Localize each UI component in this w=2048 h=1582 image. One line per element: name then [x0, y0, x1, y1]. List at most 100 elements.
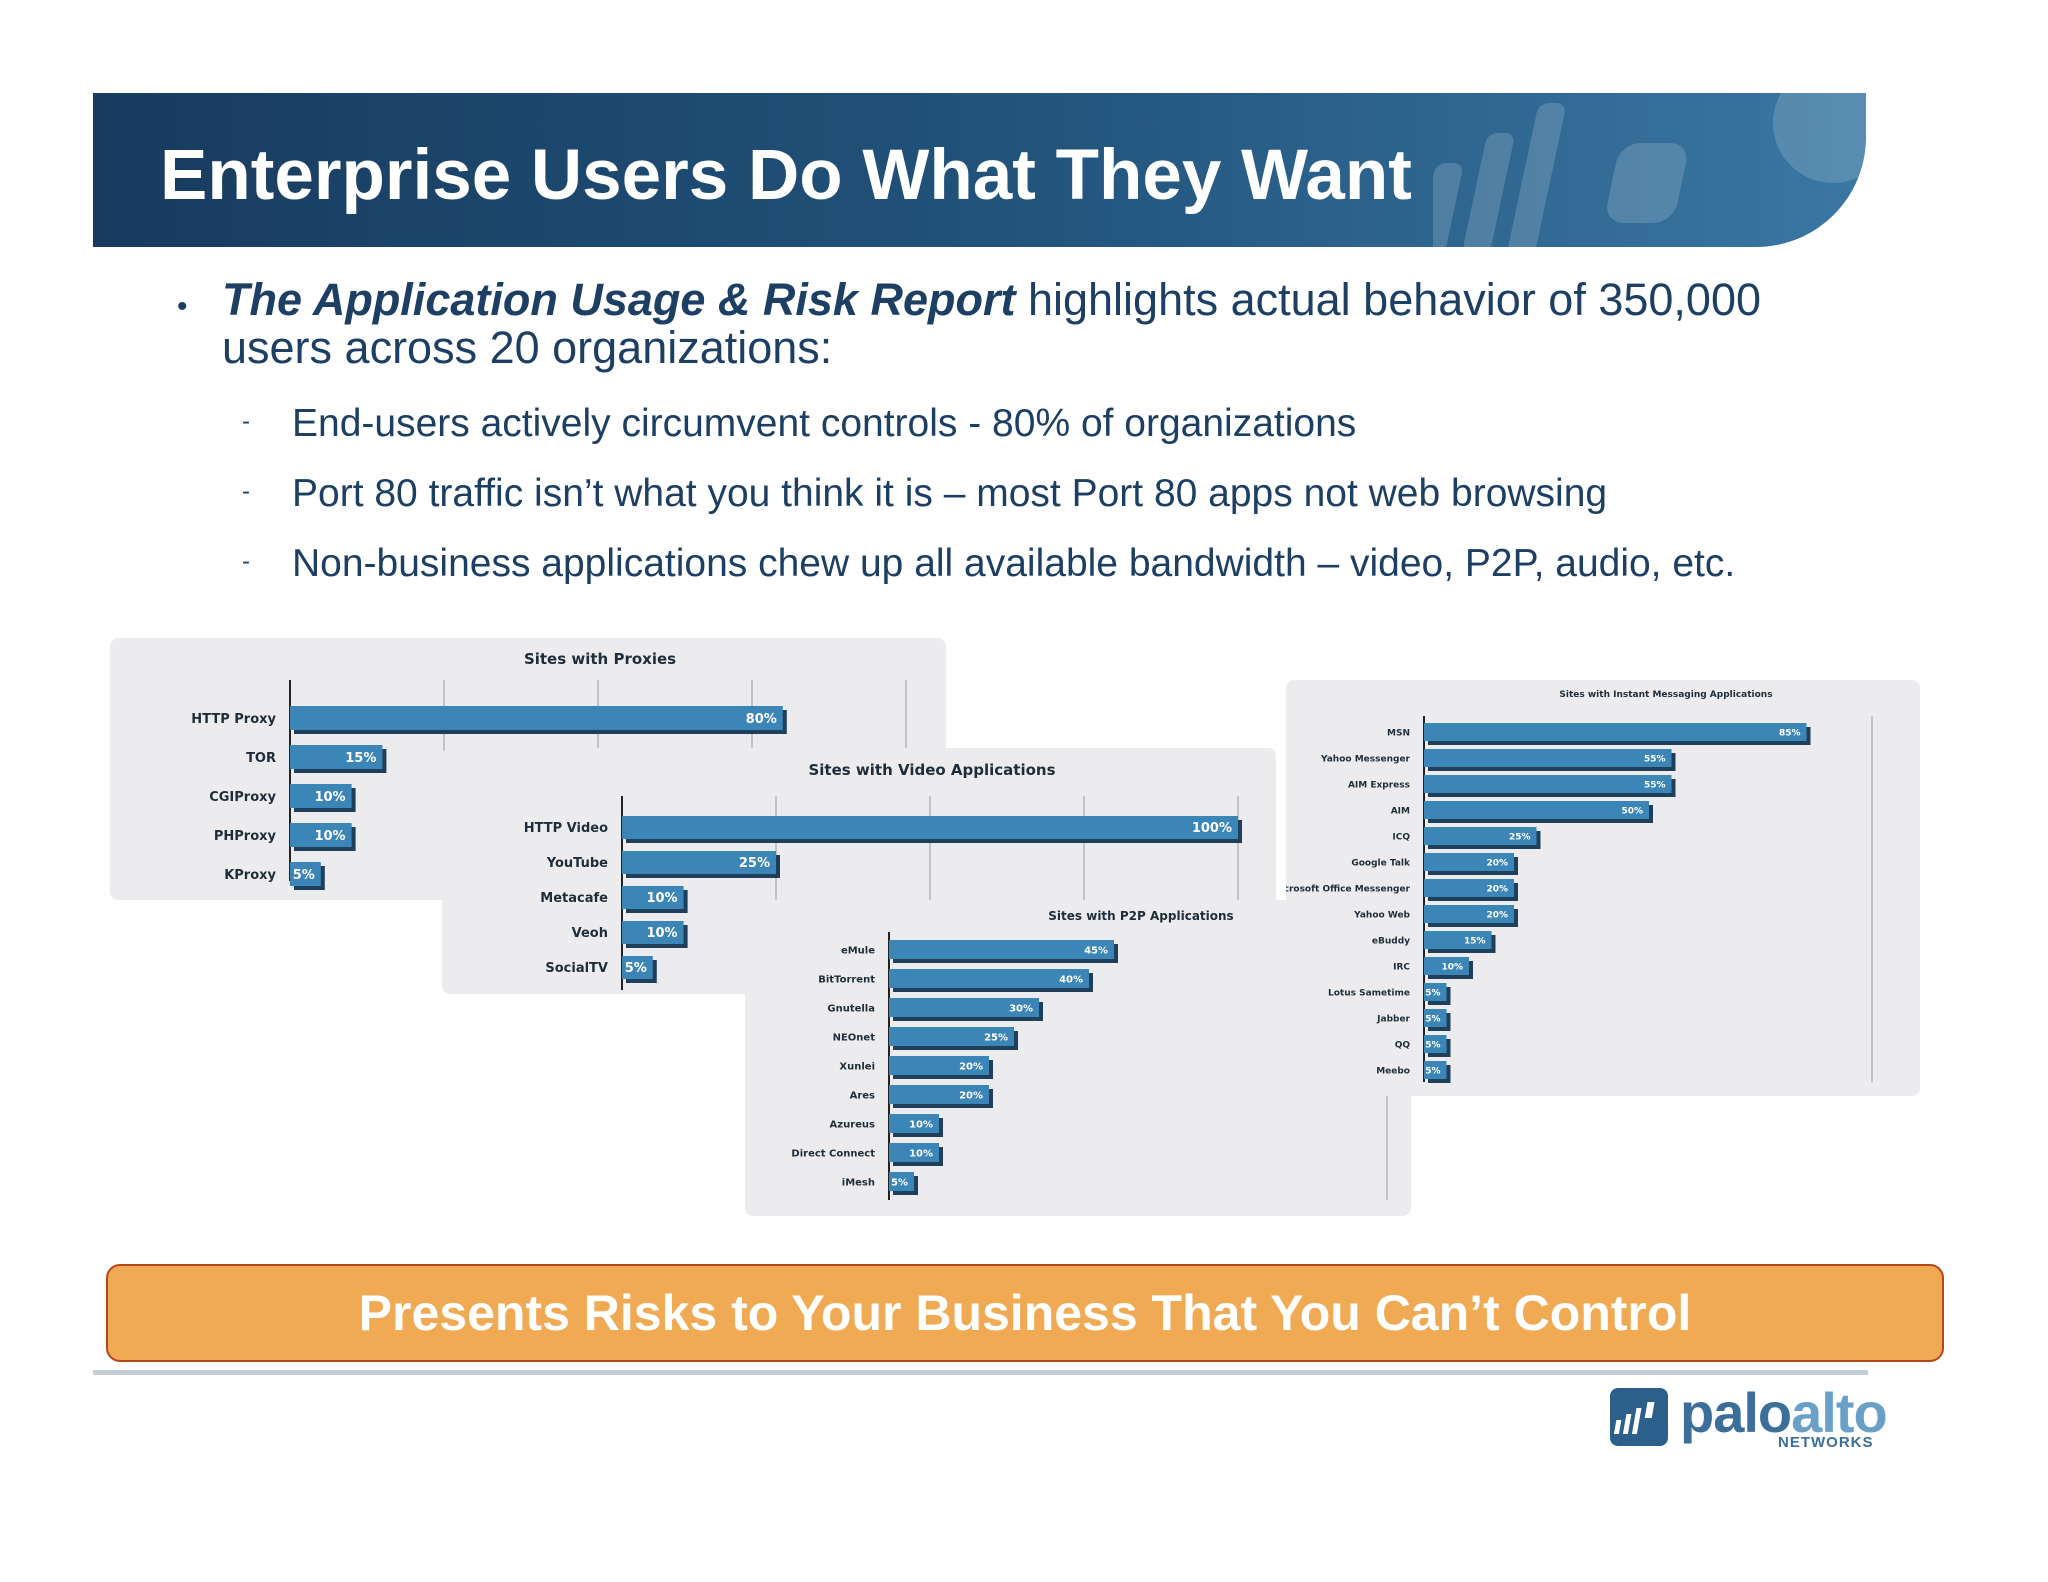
bar-value-label: 25% — [984, 1032, 1008, 1043]
chart-im-svg: Sites with Instant Messaging Application… — [1286, 690, 1873, 1083]
logo-word-palo: palo — [1680, 1381, 1792, 1444]
bar-value-label: 20% — [959, 1061, 983, 1072]
bar — [290, 706, 783, 730]
logo-subtext: NETWORKS — [1778, 1434, 1874, 1451]
bar — [1424, 1061, 1447, 1079]
bar — [1424, 983, 1447, 1001]
category-label: Meebo — [1376, 1067, 1410, 1077]
chart-im: Sites with Instant Messaging Application… — [1286, 680, 1920, 1096]
bar-value-label: 15% — [1464, 937, 1486, 947]
bar-value-label: 10% — [646, 891, 677, 906]
bar — [889, 1085, 989, 1104]
category-label: Xunlei — [839, 1061, 875, 1072]
bar-value-label: 55% — [1644, 755, 1666, 765]
bar-value-label: 5% — [625, 961, 647, 976]
bar-value-label: 5% — [293, 868, 315, 883]
chart-video-svg: Sites with Video Applications HTTP Video 1… — [524, 761, 1242, 990]
bar — [1424, 775, 1672, 793]
bar-value-label: 100% — [1192, 821, 1232, 836]
bar — [1424, 827, 1537, 845]
bar-value-label: 20% — [1486, 859, 1508, 869]
category-label: Lotus Sametime — [1328, 989, 1410, 999]
category-label: QQ — [1395, 1041, 1411, 1051]
bar-value-label: 25% — [739, 856, 770, 871]
title-banner: Enterprise Users Do What They Want — [93, 93, 1866, 247]
bar-value-label: 10% — [909, 1119, 933, 1130]
category-label: HTTP Video — [524, 821, 608, 836]
bar — [290, 745, 383, 769]
bar — [622, 921, 684, 944]
bar-value-label: 20% — [959, 1090, 983, 1101]
bar-value-label: 5% — [1425, 989, 1440, 999]
bar-value-label: 5% — [1425, 1015, 1440, 1025]
bar-value-label: 20% — [1486, 911, 1508, 921]
category-label: ICQ — [1392, 833, 1410, 843]
category-label: Gnutella — [827, 1003, 875, 1014]
bar-value-label: 10% — [314, 829, 345, 844]
category-label: MSN — [1387, 729, 1410, 739]
chart-title: Sites with Instant Messaging Application… — [1559, 690, 1772, 700]
bar — [889, 969, 1089, 988]
report-name: The Application Usage & Risk Report — [222, 274, 1016, 325]
bar — [622, 956, 653, 979]
logo-word-alto: alto — [1791, 1381, 1888, 1444]
category-label: Jabber — [1376, 1015, 1410, 1025]
sub-bullet-text: Non-business applications chew up all av… — [292, 542, 1736, 585]
category-label: iMesh — [842, 1177, 875, 1188]
sub-bullet-text: Port 80 traffic isn’t what you think it … — [292, 472, 1608, 515]
bar — [889, 998, 1039, 1017]
bullet-icon: • — [177, 290, 188, 323]
chart-title: Sites with Proxies — [524, 650, 676, 668]
bar — [290, 862, 321, 886]
category-label: Ares — [850, 1090, 875, 1101]
chart-proxies-svg: Sites with Proxies HTTP Proxy 80% TOR 15% CGI… — [191, 650, 907, 890]
bar-value-label: 10% — [314, 790, 345, 805]
logo-wordmark: paloalto — [1680, 1380, 1888, 1445]
category-label: NEOnet — [833, 1032, 876, 1043]
category-label: Google Talk — [1351, 859, 1411, 869]
chart-p2p-svg: Sites with P2P Applications eMule 45% BitTo… — [791, 909, 1388, 1200]
intro-paragraph: The Application Usage & Risk Report high… — [222, 276, 1842, 372]
sub-bullet-text: End-users actively circumvent controls -… — [292, 402, 1357, 445]
bar — [889, 1114, 939, 1133]
bar-value-label: 5% — [1425, 1041, 1440, 1051]
bar-value-label: 25% — [1509, 833, 1531, 843]
bar-value-label: 10% — [646, 926, 677, 941]
bar — [1424, 957, 1469, 975]
bar-value-label: 45% — [1084, 945, 1108, 956]
category-label: CGIProxy — [209, 790, 276, 805]
bar — [1424, 905, 1514, 923]
bar — [1424, 853, 1514, 871]
bar-value-label: 30% — [1009, 1003, 1033, 1014]
bar-value-label: 85% — [1779, 729, 1801, 739]
intro-text: highlights actual behavior of 350,000 us… — [222, 274, 1762, 373]
bar — [1424, 801, 1649, 819]
bar-value-label: 5% — [1425, 1067, 1440, 1077]
dash-icon: - — [242, 548, 250, 575]
logo-mark-icon — [1610, 1388, 1668, 1446]
bar — [1424, 723, 1807, 741]
risk-banner-text: Presents Risks to Your Business That You… — [358, 1285, 1692, 1341]
bar — [1424, 879, 1514, 897]
bar — [1424, 931, 1492, 949]
bar — [889, 940, 1114, 959]
bar-value-label: 50% — [1621, 807, 1643, 817]
category-label: Microsoft Office Messenger — [1286, 885, 1411, 895]
category-label: KProxy — [224, 868, 276, 883]
bar-value-label: 10% — [909, 1148, 933, 1159]
bar-value-label: 40% — [1059, 974, 1083, 985]
bar-value-label: 15% — [345, 751, 376, 766]
bar — [290, 784, 352, 808]
bar — [889, 1056, 989, 1075]
risk-banner: Presents Risks to Your Business That You… — [106, 1264, 1944, 1362]
dash-icon: - — [242, 408, 250, 435]
bar — [622, 816, 1238, 839]
bar — [889, 1143, 939, 1162]
bar-value-label: 80% — [746, 712, 777, 727]
bar — [622, 886, 684, 909]
logo-watermark-icon — [1433, 93, 1866, 247]
category-label: AIM — [1391, 807, 1410, 817]
category-label: Direct Connect — [791, 1148, 875, 1159]
bar — [1424, 1009, 1447, 1027]
bar — [1424, 1035, 1447, 1053]
